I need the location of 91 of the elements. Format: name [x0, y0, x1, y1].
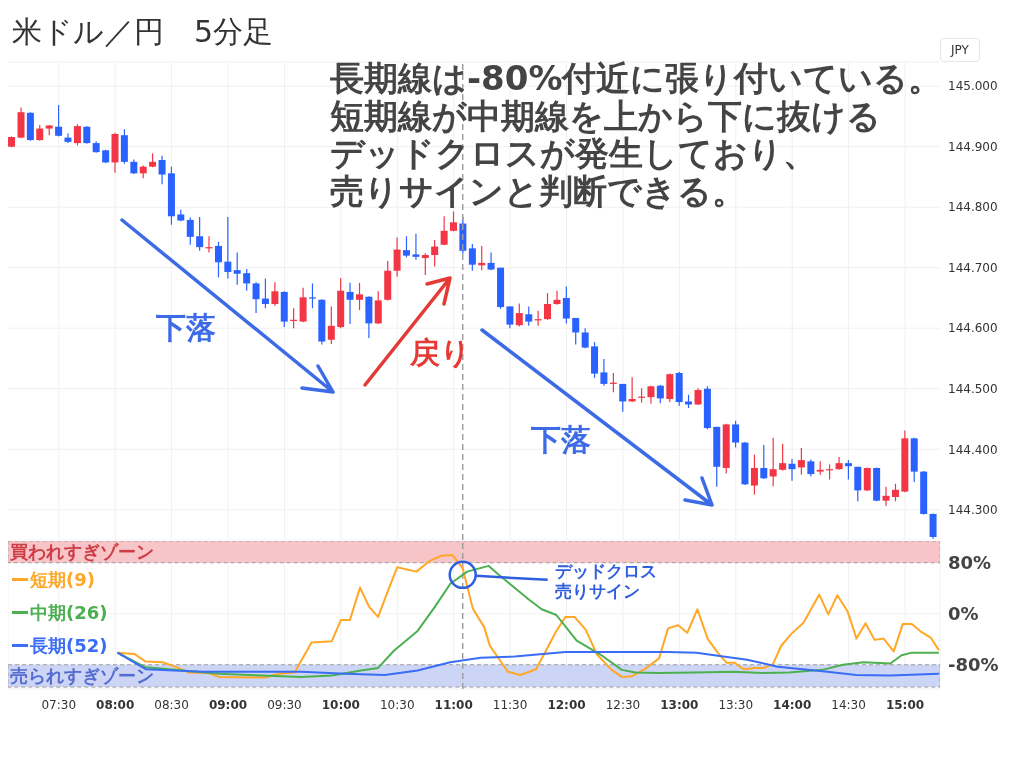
annotation: 戻り — [410, 334, 471, 372]
candlestick — [346, 282, 354, 325]
candlestick — [769, 437, 777, 487]
candlestick — [196, 216, 204, 252]
y-tick-label: 144.600 — [948, 321, 998, 336]
y-axis-title: JPY — [951, 43, 969, 57]
legend-label: 長期(52) — [29, 633, 108, 658]
candlestick — [158, 155, 166, 185]
y-tick-label: -80% — [948, 654, 999, 676]
candlestick — [779, 443, 787, 472]
y-tick-label: 80% — [948, 552, 992, 574]
x-tick-label: 08:00 — [96, 698, 135, 712]
candlestick — [73, 123, 81, 147]
candlestick — [760, 444, 768, 480]
y-tick-label: 144.900 — [948, 139, 998, 154]
annotation: 短期線が中期線を上から下に抜ける — [330, 95, 882, 136]
chart-title: 米ドル／円 5分足 — [12, 13, 274, 51]
candlestick — [619, 383, 627, 413]
candlestick — [308, 282, 316, 309]
candlestick — [515, 302, 523, 328]
candlestick — [393, 236, 401, 278]
candlestick — [863, 466, 871, 492]
legend-label: 短期(9) — [29, 567, 96, 592]
candlestick — [327, 305, 335, 345]
candlestick — [252, 281, 260, 314]
candlestick — [412, 233, 420, 261]
candlestick — [186, 216, 194, 246]
x-tick-label: 09:30 — [267, 698, 302, 712]
candlestick — [506, 305, 514, 329]
candlestick — [468, 243, 476, 272]
candlestick — [271, 281, 279, 307]
y-tick-label: 144.800 — [948, 200, 998, 215]
candlestick — [233, 251, 241, 286]
y-tick-label: 144.400 — [948, 442, 998, 457]
annotation: 下落 — [156, 309, 216, 347]
y-tick-label: 144.300 — [948, 503, 998, 518]
candlestick — [732, 420, 740, 449]
candlestick — [788, 458, 796, 482]
candlestick — [421, 252, 429, 276]
x-tick-label: 12:30 — [605, 698, 641, 712]
x-tick-label: 14:30 — [831, 698, 866, 712]
candlestick — [882, 486, 890, 507]
candlestick — [544, 292, 551, 321]
candlestick — [750, 454, 758, 496]
candlestick — [553, 290, 561, 306]
x-tick-label: 10:30 — [379, 698, 415, 712]
candlestick — [402, 235, 410, 259]
x-tick-label: 13:00 — [660, 698, 699, 712]
candlestick — [562, 285, 570, 324]
x-tick-label: 12:00 — [547, 698, 586, 712]
x-tick-label: 14:00 — [773, 698, 812, 712]
candlestick — [243, 268, 251, 292]
annotation: デッドクロスが発生しており、 — [330, 133, 817, 173]
candlestick — [929, 512, 937, 540]
x-tick-label: 15:00 — [885, 698, 925, 712]
x-tick-label: 09:00 — [208, 698, 248, 712]
candlestick — [854, 466, 862, 502]
legend-label: 中期(26) — [29, 600, 108, 625]
annotation: 下落 — [531, 421, 591, 459]
annotation: 長期線は-80%付近に張り付いている。 — [330, 58, 943, 98]
candlestick — [600, 358, 608, 387]
band-label: 買われすぎゾーン — [9, 541, 154, 563]
candlestick — [55, 104, 63, 138]
candlestick — [835, 456, 843, 471]
candlestick — [656, 384, 664, 404]
candlestick — [64, 132, 72, 144]
candlestick — [440, 215, 448, 246]
candlestick — [844, 459, 852, 481]
y-tick-label: 144.500 — [948, 381, 998, 396]
candlestick — [797, 447, 805, 476]
x-tick-label: 11:30 — [492, 698, 528, 712]
x-tick-label: 11:00 — [434, 698, 473, 712]
x-tick-label: 07:30 — [41, 698, 77, 712]
candlestick — [261, 278, 269, 309]
candlestick — [374, 290, 382, 325]
candlestick — [487, 251, 495, 271]
candlestick — [431, 239, 439, 268]
annotation: 売りサインと判断できる。 — [330, 170, 747, 211]
annotation: デッドクロス売りサイン — [554, 560, 658, 601]
candlestick — [356, 282, 364, 311]
band-label: 売られすぎゾーン — [10, 665, 154, 687]
candlestick — [214, 241, 222, 278]
y-tick-label: 144.700 — [948, 260, 998, 275]
candlestick — [572, 317, 580, 346]
x-tick-label: 10:00 — [321, 698, 360, 712]
x-tick-label: 08:30 — [154, 698, 189, 712]
y-tick-label: 0% — [948, 603, 979, 625]
y-tick-label: 145.000 — [948, 79, 998, 94]
x-tick-label: 13:30 — [718, 698, 754, 712]
candlestick — [224, 216, 232, 280]
candlestick — [525, 305, 533, 327]
